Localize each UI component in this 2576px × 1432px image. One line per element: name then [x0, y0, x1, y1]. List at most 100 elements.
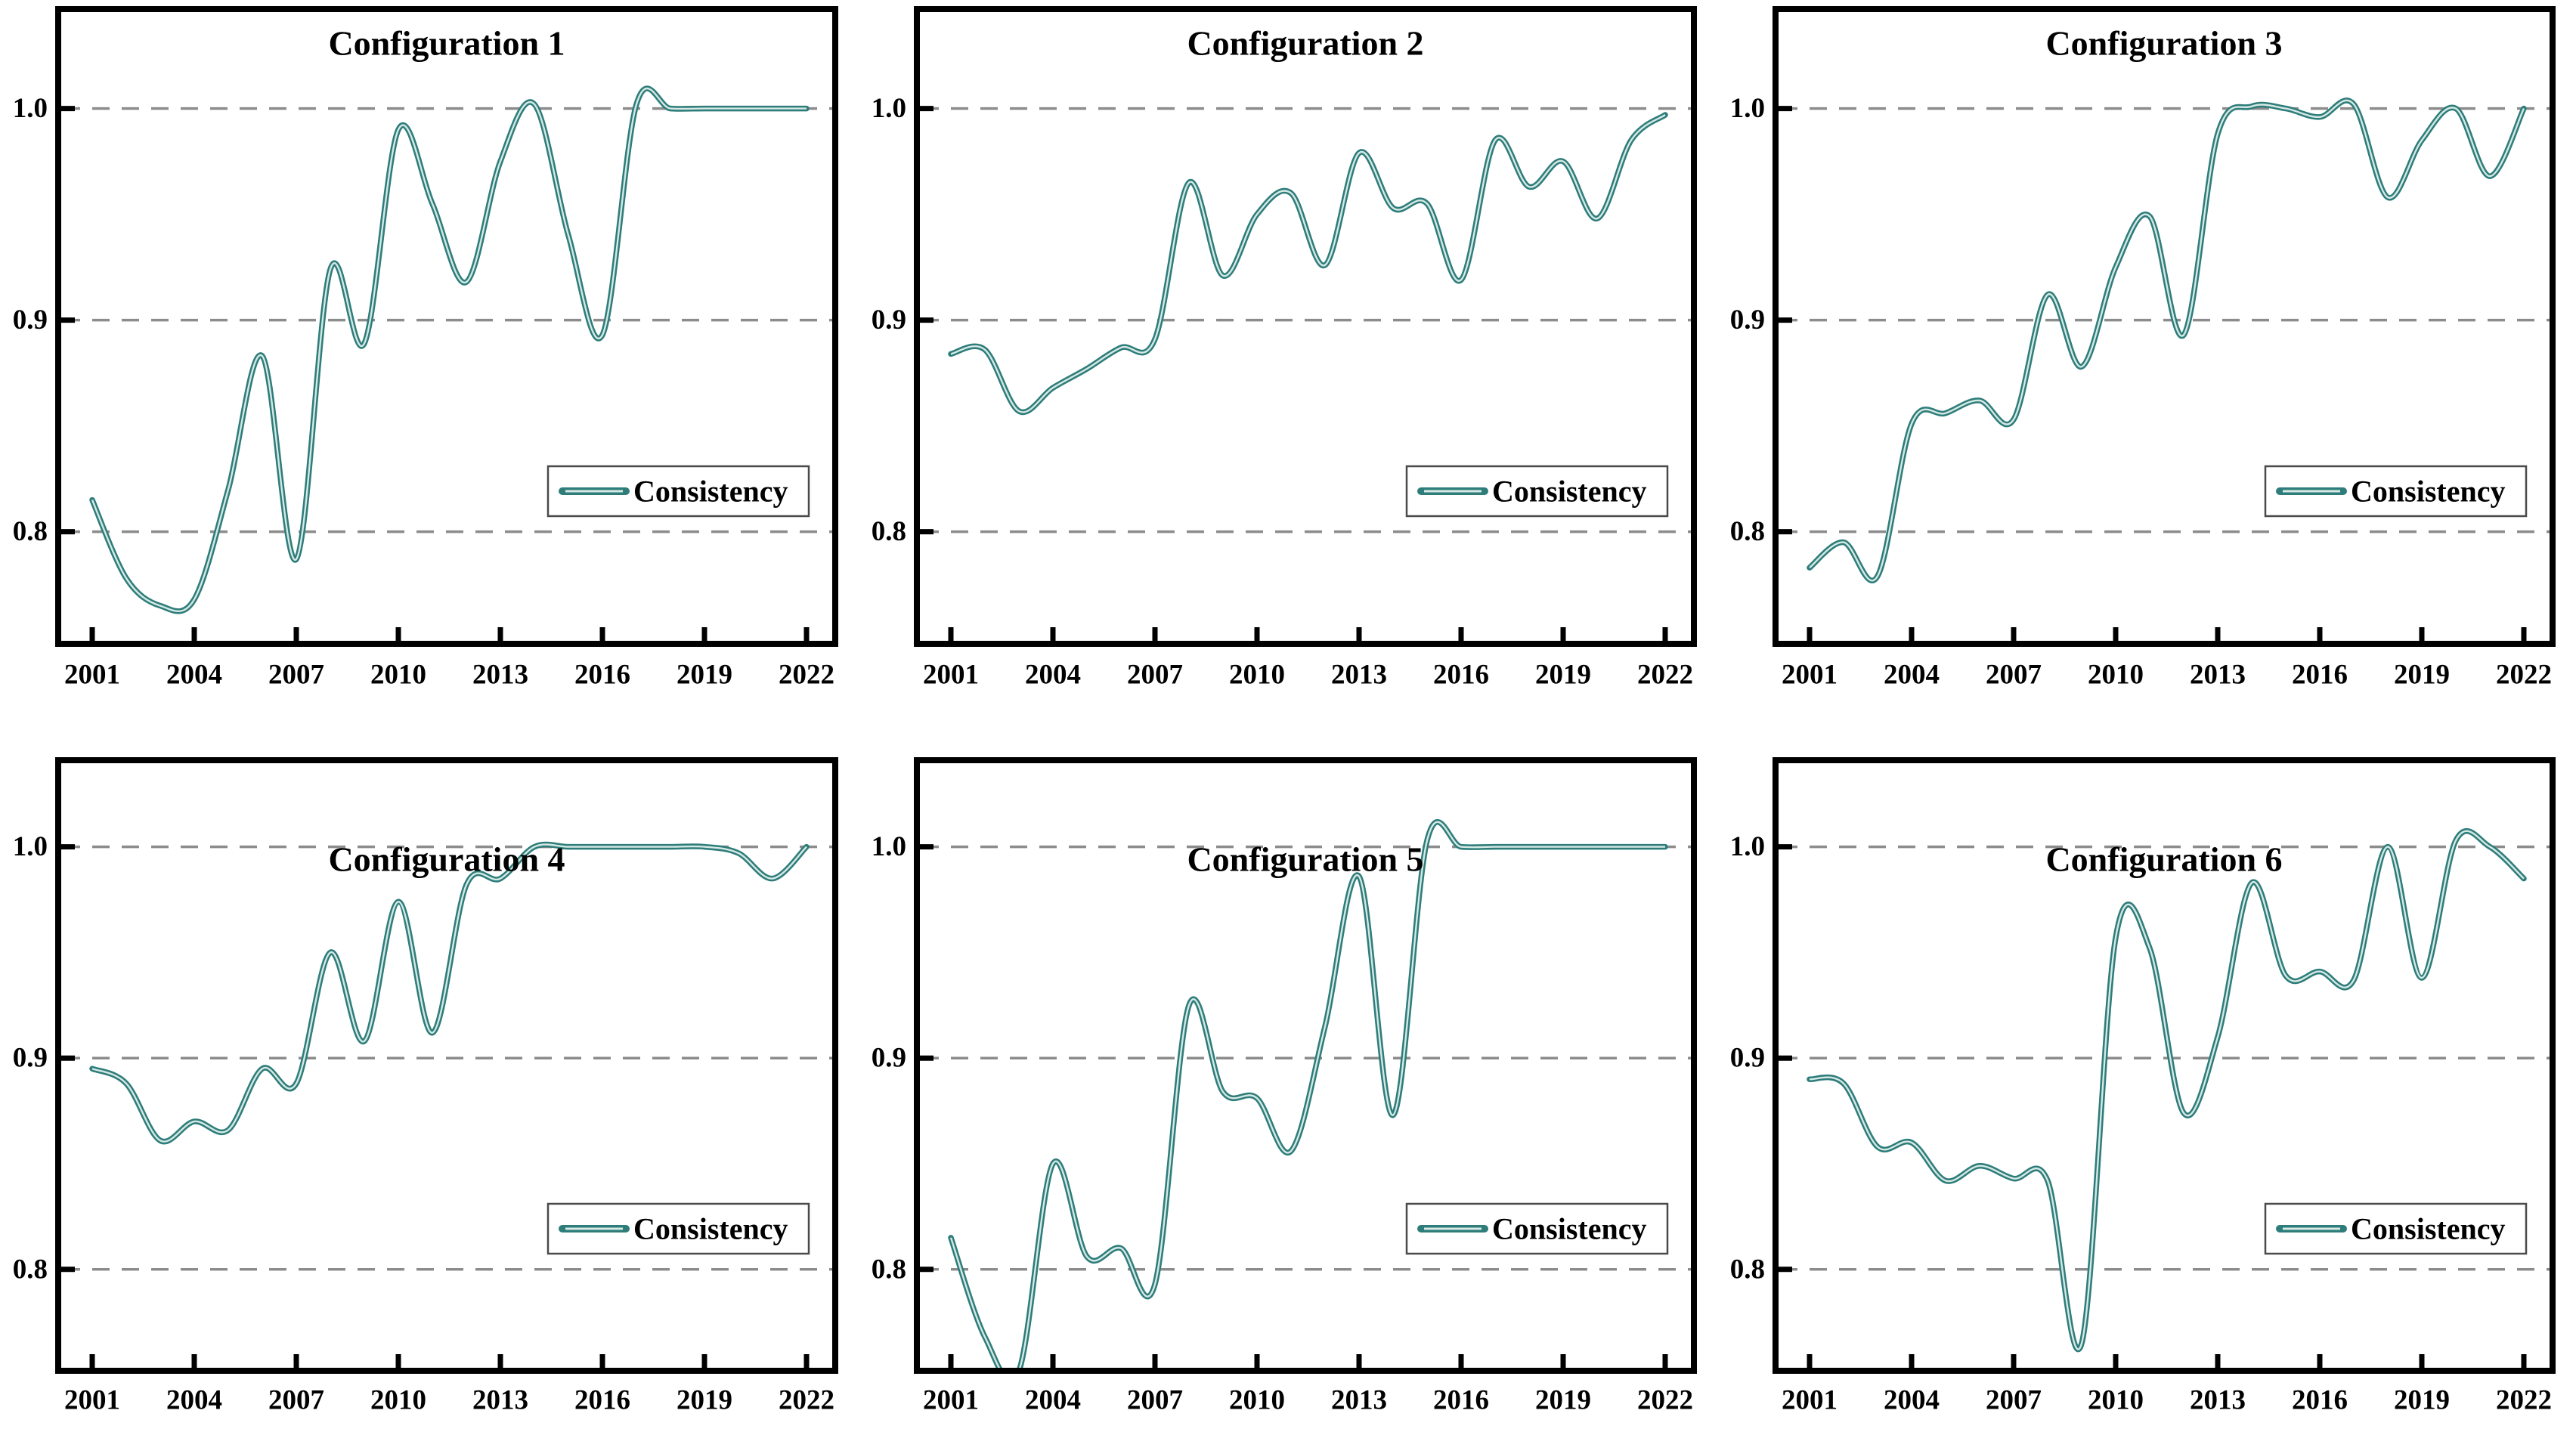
x-tick-label: 2001	[923, 660, 979, 691]
y-tick-label: 0.8	[1730, 516, 1765, 547]
x-tick-label: 2019	[1535, 660, 1591, 691]
chart-canvas: 2001 2004 2007 2010 2013 2016 2019 2022 1.0 0.9 0.…	[13, 757, 838, 1416]
chart-panel-configuration-6: 2001 2004 2007 2010 2013 2016 2019 2022 1.0 0.9 0.…	[1717, 716, 2576, 1432]
x-tick-label: 2010	[2088, 660, 2144, 691]
chart-title: Configuration 6	[2045, 840, 2282, 879]
y-tick-label: 0.8	[872, 1254, 906, 1285]
x-tick-label: 2001	[1782, 1385, 1838, 1416]
y-tick-label: 1.0	[13, 93, 48, 124]
y-tick-label: 1.0	[872, 93, 906, 124]
legend-label: Consistency	[2351, 475, 2505, 509]
chart-title: Configuration 5	[1187, 840, 1423, 879]
y-tick-label: 1.0	[1730, 93, 1765, 124]
chart-title: Configuration 1	[328, 24, 565, 63]
x-tick-label: 2004	[1025, 660, 1081, 691]
chart-title: Configuration 3	[2045, 24, 2282, 63]
x-tick-label: 2019	[1535, 1385, 1591, 1416]
y-tick-label: 0.9	[872, 305, 906, 336]
plot-border	[55, 757, 838, 1374]
y-tick-label: 1.0	[1730, 831, 1765, 862]
chart-title: Configuration 2	[1187, 24, 1423, 63]
x-tick-label: 2004	[166, 660, 222, 691]
legend-label: Consistency	[1492, 475, 1646, 509]
x-tick-label: 2019	[2394, 1385, 2450, 1416]
x-tick-label: 2010	[370, 660, 426, 691]
plot-border	[1773, 6, 2556, 647]
plot-border	[1773, 757, 2556, 1374]
x-tick-label: 2016	[2292, 1385, 2348, 1416]
x-tick-label: 2004	[1884, 1385, 1940, 1416]
y-tick-label: 0.8	[13, 516, 48, 547]
x-tick-label: 2016	[574, 1385, 630, 1416]
chart-title: Configuration 4	[328, 840, 565, 879]
legend-label: Consistency	[633, 1212, 788, 1246]
x-tick-label: 2016	[574, 660, 630, 691]
x-tick-label: 2001	[923, 1385, 979, 1416]
x-tick-label: 2013	[2190, 660, 2246, 691]
chart-canvas: 2001 2004 2007 2010 2013 2016 2019 2022 1.0 0.9 0.…	[872, 6, 1697, 691]
consistency-line-core	[91, 87, 807, 613]
legend-box	[1405, 465, 1669, 518]
consistency-line-core	[91, 843, 807, 1143]
y-tick-label: 0.9	[13, 1043, 48, 1074]
plot-border	[914, 757, 1697, 1374]
x-tick-label: 2019	[2394, 660, 2450, 691]
consistency-line	[89, 841, 810, 1145]
x-tick-label: 2010	[370, 1385, 426, 1416]
x-tick-label: 2016	[1433, 660, 1489, 691]
x-tick-label: 2022	[2496, 1385, 2552, 1416]
x-tick-label: 2007	[1127, 660, 1183, 691]
x-tick-label: 2022	[779, 1385, 834, 1416]
plot-border	[55, 6, 838, 647]
chart-canvas: 2001 2004 2007 2010 2013 2016 2019 2022 1.0 0.9 0.…	[872, 757, 1697, 1416]
x-tick-label: 2013	[1331, 660, 1387, 691]
legend-label: Consistency	[2351, 1212, 2505, 1246]
x-tick-label: 2001	[64, 660, 120, 691]
x-tick-label: 2007	[1986, 1385, 2042, 1416]
x-tick-label: 2019	[677, 660, 732, 691]
x-tick-label: 2016	[1433, 1385, 1489, 1416]
chart-panel-configuration-2: 2001 2004 2007 2010 2013 2016 2019 2022 1.0 0.9 0.…	[859, 0, 1717, 716]
x-tick-label: 2004	[1025, 1385, 1081, 1416]
x-tick-label: 2007	[1986, 660, 2042, 691]
chart-canvas: 2001 2004 2007 2010 2013 2016 2019 2022 1.0 0.9 0.…	[1730, 6, 2556, 691]
consistency-line-core	[1809, 99, 2525, 582]
consistency-line-core	[950, 113, 1666, 413]
x-tick-label: 2016	[2292, 660, 2348, 691]
x-tick-label: 2010	[1229, 660, 1285, 691]
consistency-line	[948, 112, 1668, 416]
x-tick-label: 2013	[2190, 1385, 2246, 1416]
x-tick-label: 2010	[2088, 1385, 2144, 1416]
chart-panel-configuration-5: 2001 2004 2007 2010 2013 2016 2019 2022 1.0 0.9 0.…	[859, 716, 1717, 1432]
x-tick-label: 2004	[166, 1385, 222, 1416]
chart-panel-configuration-4: 2001 2004 2007 2010 2013 2016 2019 2022 1.0 0.9 0.…	[0, 716, 859, 1432]
y-tick-label: 0.9	[872, 1043, 906, 1074]
y-tick-label: 0.9	[1730, 1043, 1765, 1074]
consistency-line-core	[949, 821, 1665, 1371]
y-tick-label: 0.9	[1730, 305, 1765, 336]
x-tick-label: 2013	[1331, 1385, 1387, 1416]
x-tick-label: 2022	[779, 660, 834, 691]
x-tick-label: 2022	[1637, 1385, 1693, 1416]
chart-panel-configuration-3: 2001 2004 2007 2010 2013 2016 2019 2022 1.0 0.9 0.…	[1717, 0, 2576, 716]
x-tick-label: 2007	[1127, 1385, 1183, 1416]
x-tick-label: 2022	[2496, 660, 2552, 691]
x-tick-label: 2004	[1884, 660, 1940, 691]
x-tick-label: 2010	[1229, 1385, 1285, 1416]
y-tick-label: 0.8	[13, 1254, 48, 1285]
legend-label: Consistency	[633, 475, 788, 509]
plot-border	[914, 6, 1697, 647]
chart-canvas: 2001 2004 2007 2010 2013 2016 2019 2022 1.0 0.9 0.…	[13, 6, 838, 691]
x-tick-label: 2007	[268, 660, 324, 691]
y-tick-label: 0.9	[13, 305, 48, 336]
x-tick-label: 2022	[1637, 660, 1693, 691]
consistency-line-core	[1809, 830, 2525, 1350]
x-tick-label: 2019	[677, 1385, 732, 1416]
x-tick-label: 2013	[472, 660, 528, 691]
consistency-line	[1807, 828, 2527, 1353]
y-tick-label: 1.0	[13, 831, 48, 862]
x-tick-label: 2013	[472, 1385, 528, 1416]
y-tick-label: 0.8	[872, 516, 906, 547]
x-tick-label: 2001	[1782, 660, 1838, 691]
